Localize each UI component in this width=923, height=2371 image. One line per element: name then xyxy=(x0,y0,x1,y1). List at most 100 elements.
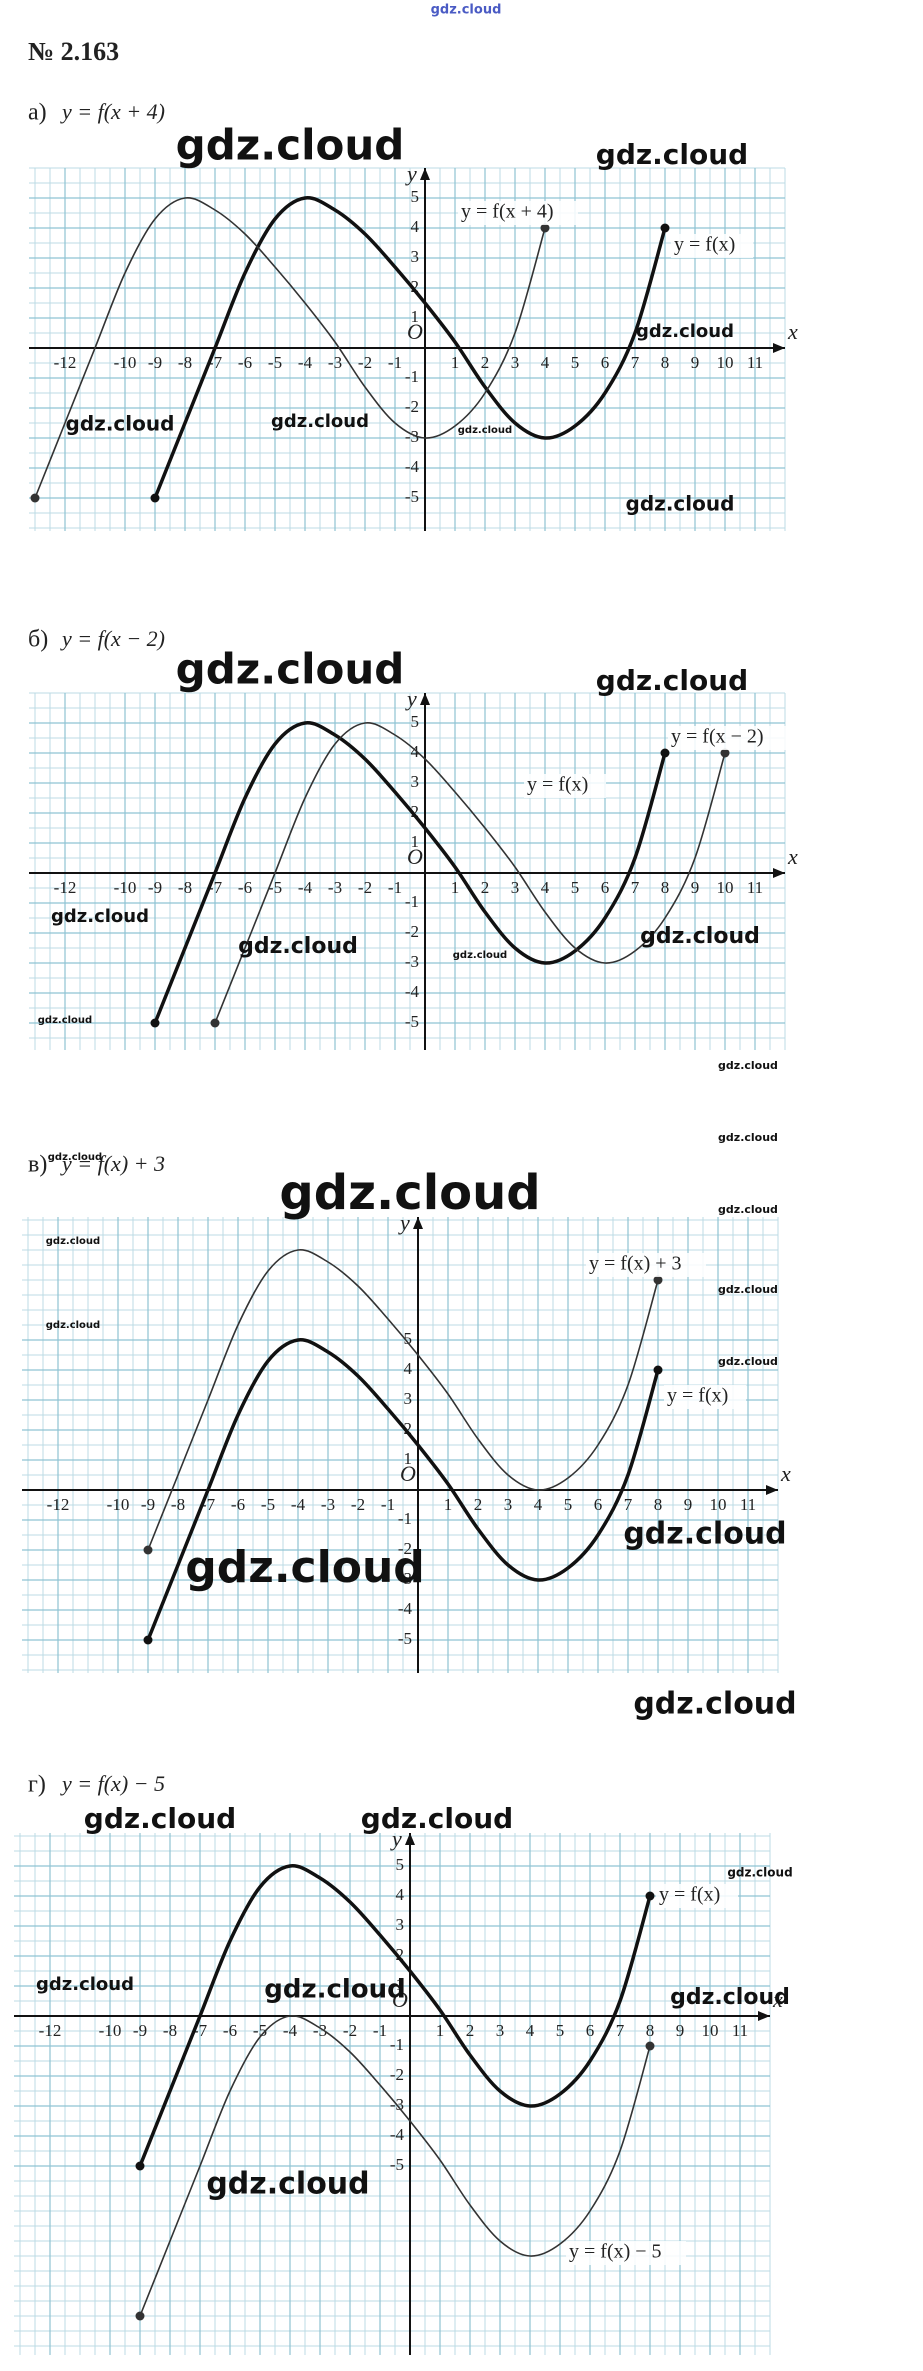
x-tick-label: 1 xyxy=(451,878,460,897)
endpoint xyxy=(540,223,550,233)
y-tick-label: 3 xyxy=(411,772,420,791)
section-label: в) xyxy=(28,1152,47,1178)
x-tick-label: -8 xyxy=(178,878,192,897)
y-tick-label: -5 xyxy=(405,487,419,506)
y-tick-label: 4 xyxy=(411,742,420,761)
x-tick-label: 4 xyxy=(534,1495,543,1514)
curve-label: y = f(x) xyxy=(674,234,735,256)
y-tick-label: -4 xyxy=(405,457,420,476)
section-label: г) xyxy=(28,1772,46,1798)
x-tick-label: 10 xyxy=(717,878,734,897)
x-tick-label: -10 xyxy=(114,353,137,372)
y-tick-label: 4 xyxy=(396,1885,405,1904)
x-tick-label: 11 xyxy=(740,1495,756,1514)
x-tick-label: 4 xyxy=(541,353,550,372)
y-arrow xyxy=(420,168,430,180)
endpoint xyxy=(720,748,730,758)
x-tick-label: -6 xyxy=(238,878,252,897)
x-tick-label: -8 xyxy=(163,2021,177,2040)
x-tick-label: -1 xyxy=(388,878,402,897)
watermark: gdz.cloud xyxy=(626,492,735,516)
origin-label: O xyxy=(392,1987,408,2012)
x-tick-label: 8 xyxy=(646,2021,655,2040)
watermark: gdz.cloud xyxy=(84,1802,236,1835)
x-tick-label: -10 xyxy=(114,878,137,897)
x-tick-label: -12 xyxy=(39,2021,62,2040)
y-tick-label: 5 xyxy=(404,1329,413,1348)
x-tick-label: 2 xyxy=(474,1495,483,1514)
y-arrow xyxy=(413,1217,423,1229)
x-tick-label: 3 xyxy=(504,1495,513,1514)
y-tick-label: 4 xyxy=(411,217,420,236)
y-arrow xyxy=(420,693,430,705)
x-tick-label: 4 xyxy=(526,2021,535,2040)
x-tick-label: -6 xyxy=(231,1495,245,1514)
x-tick-label: 8 xyxy=(654,1495,663,1514)
y-tick-label: 5 xyxy=(411,712,420,731)
x-tick-label: -6 xyxy=(238,353,252,372)
x-tick-label: -8 xyxy=(171,1495,185,1514)
watermark: gdz.cloud xyxy=(51,906,149,927)
x-tick-label: 7 xyxy=(631,353,640,372)
x-tick-label: -1 xyxy=(373,2021,387,2040)
y-tick-label: -5 xyxy=(405,1012,419,1031)
curve-label-bg xyxy=(586,1253,706,1277)
x-tick-label: -9 xyxy=(148,353,162,372)
x-axis-label: x xyxy=(772,1987,783,2012)
formula: y = f(x + 4) xyxy=(60,99,165,124)
formula: y = f(x) + 3 xyxy=(60,1151,165,1176)
y-tick-label: -5 xyxy=(398,1629,412,1648)
watermark: gdz.cloud xyxy=(718,1203,778,1216)
x-tick-label: -6 xyxy=(223,2021,237,2040)
watermark: gdz.cloud xyxy=(431,3,502,18)
watermark: gdz.cloud xyxy=(636,321,734,342)
endpoint xyxy=(143,1545,153,1555)
x-tick-label: -2 xyxy=(358,878,372,897)
y-tick-label: -5 xyxy=(390,2155,404,2174)
function-curve xyxy=(139,2015,651,2317)
curve-label: y = f(x) xyxy=(527,774,588,796)
y-tick-label: -2 xyxy=(390,2065,404,2084)
y-tick-label: 1 xyxy=(411,307,420,326)
watermark: gdz.cloud xyxy=(48,1152,102,1163)
x-tick-label: 6 xyxy=(601,878,610,897)
y-tick-label: -3 xyxy=(398,1569,412,1588)
watermark: gdz.cloud xyxy=(623,1517,786,1552)
formula: y = f(x − 2) xyxy=(60,626,165,651)
endpoint xyxy=(150,1018,160,1028)
y-tick-label: 5 xyxy=(411,187,420,206)
watermark: gdz.cloud xyxy=(596,138,748,171)
x-tick-label: 8 xyxy=(661,878,670,897)
y-tick-label: -1 xyxy=(405,892,419,911)
watermark: gdz.cloud xyxy=(185,1542,425,1593)
y-tick-label: -2 xyxy=(405,397,419,416)
x-tick-label: 5 xyxy=(564,1495,573,1514)
x-tick-label: -3 xyxy=(328,878,342,897)
y-tick-label: -4 xyxy=(405,982,420,1001)
watermark: gdz.cloud xyxy=(46,1236,100,1247)
y-arrow xyxy=(405,1833,415,1845)
x-tick-label: 2 xyxy=(466,2021,475,2040)
endpoint xyxy=(645,2041,655,2051)
x-arrow xyxy=(758,2011,770,2021)
y-tick-label: -4 xyxy=(390,2125,405,2144)
watermark: gdz.cloud xyxy=(633,1687,796,1722)
watermark: gdz.cloud xyxy=(727,1866,792,1880)
y-tick-label: 1 xyxy=(411,832,420,851)
watermark: gdz.cloud xyxy=(176,121,405,170)
endpoint xyxy=(660,748,670,758)
x-tick-label: -4 xyxy=(298,353,313,372)
x-tick-label: 11 xyxy=(747,353,763,372)
watermark: gdz.cloud xyxy=(596,664,748,697)
curve-label: y = f(x − 2) xyxy=(671,726,764,748)
x-axis-label: x xyxy=(787,319,798,344)
x-tick-label: 5 xyxy=(571,878,580,897)
watermark: gdz.cloud xyxy=(458,425,512,436)
y-tick-label: 2 xyxy=(404,1419,413,1438)
function-curve xyxy=(138,1864,652,2167)
curve-label-bg xyxy=(671,234,753,258)
x-tick-label: -12 xyxy=(54,353,77,372)
curve-label-bg xyxy=(668,726,788,750)
y-axis-label: y xyxy=(405,686,417,711)
